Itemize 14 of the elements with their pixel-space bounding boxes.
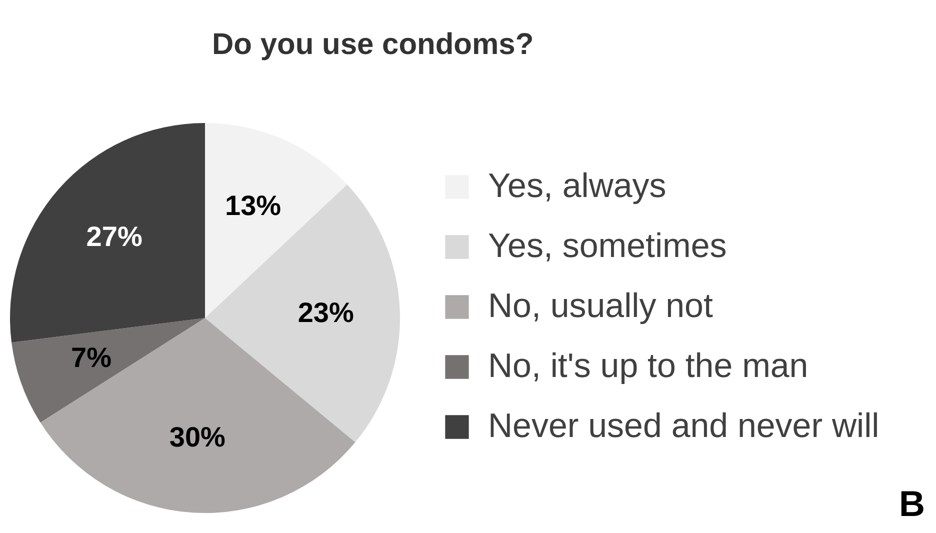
text: B (899, 483, 925, 524)
legend-label: Never used and never will (488, 407, 880, 445)
data-label: 30% (169, 422, 226, 453)
data-label: 7% (71, 342, 112, 373)
pie-slice (10, 123, 205, 342)
data-label: 23% (298, 297, 354, 328)
legend-label: No, usually not (488, 287, 714, 325)
chart-title: Do you use condoms? (212, 28, 534, 61)
legend-label: No, it's up to the man (488, 347, 808, 385)
pie-slice (12, 318, 205, 422)
data-label: 13% (224, 190, 282, 222)
data-label: 27% (86, 221, 142, 252)
legend-label: Yes, always (488, 167, 666, 205)
legend-label: Yes, sometimes (488, 227, 727, 265)
